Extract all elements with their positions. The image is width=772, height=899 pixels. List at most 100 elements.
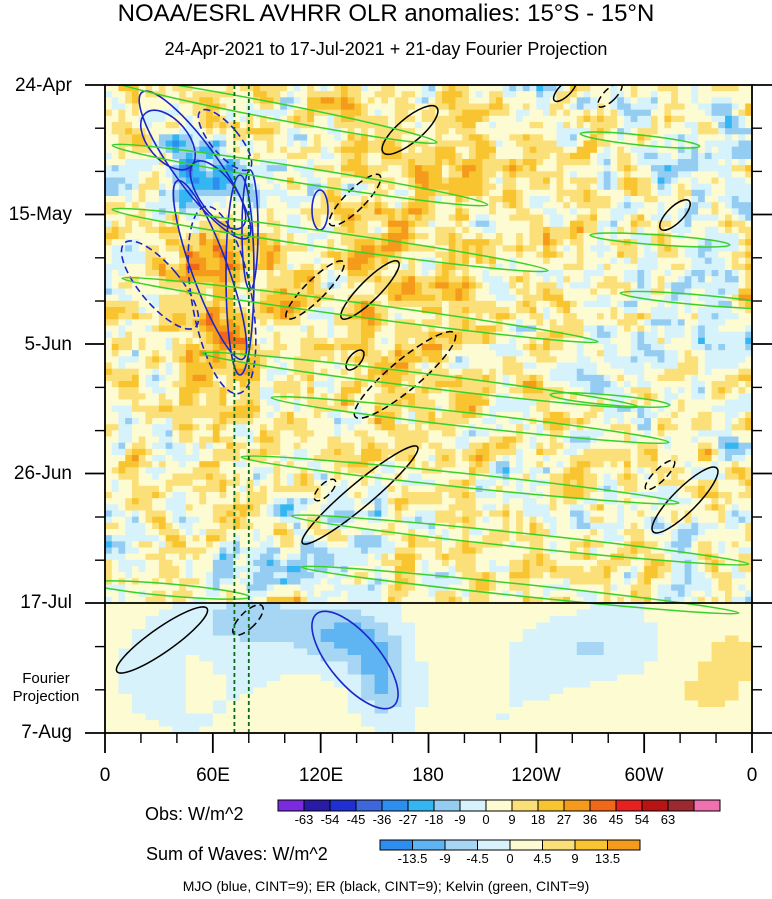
obs-cell	[206, 337, 214, 345]
obs-cell	[361, 115, 369, 123]
obs-cell	[536, 189, 544, 197]
obs-cell	[320, 270, 329, 277]
obs-cell	[307, 97, 315, 105]
obs-cell	[105, 325, 113, 333]
obs-cell	[138, 196, 147, 203]
obs-cell	[745, 288, 752, 296]
obs-cell	[374, 270, 382, 277]
obs-cell	[260, 251, 268, 259]
obs-cell	[226, 251, 234, 259]
obs-cell	[738, 214, 746, 222]
obs-cell	[158, 109, 167, 117]
obs-cell	[623, 300, 632, 308]
obs-cell	[421, 171, 430, 179]
obs-cell	[260, 239, 268, 246]
obs-cell	[610, 356, 618, 364]
obs-cell	[448, 344, 457, 351]
obs-cell	[300, 251, 308, 259]
obs-cell	[111, 368, 120, 376]
obs-cell	[711, 257, 719, 265]
obs-cell	[219, 91, 227, 98]
obs-cell	[233, 183, 241, 191]
obs-cell	[563, 189, 571, 197]
obs-cell	[421, 226, 430, 234]
chart-subtitle: 24-Apr-2021 to 17-Jul-2021 + 21-day Four…	[164, 39, 608, 59]
obs-cell	[745, 257, 752, 265]
obs-cell	[212, 294, 221, 302]
obs-cell	[374, 85, 382, 92]
obs-cell	[725, 177, 733, 185]
obs-cell	[711, 159, 719, 166]
obs-cell	[590, 202, 598, 209]
obs-cell	[408, 165, 416, 172]
obs-cell	[671, 103, 679, 111]
obs-cell	[495, 356, 504, 364]
obs-cell	[165, 233, 173, 240]
obs-cell	[361, 183, 369, 191]
obs-cell	[179, 276, 187, 283]
obs-cell	[718, 128, 726, 135]
obs-cell	[522, 245, 531, 253]
obs-cell	[516, 387, 524, 394]
obs-cell	[549, 140, 558, 148]
obs-cell	[347, 183, 355, 191]
obs-cell	[374, 257, 382, 265]
obs-cell	[307, 109, 315, 117]
obs-cell	[253, 171, 261, 179]
obs-cell	[711, 109, 719, 117]
obs-cell	[644, 97, 652, 105]
obs-cell	[388, 288, 396, 296]
obs-cell	[475, 319, 484, 327]
obs-cell	[745, 350, 752, 357]
obs-cell	[576, 381, 585, 388]
obs-cell	[273, 368, 281, 376]
obs-cell	[374, 276, 382, 283]
obs-cell	[233, 208, 241, 216]
obs-cell	[704, 368, 713, 376]
obs-cell	[596, 159, 605, 166]
obs-cell	[563, 140, 571, 148]
obs-cell	[138, 115, 147, 123]
obs-cell	[253, 91, 261, 98]
obs-cell	[233, 245, 241, 253]
obs-cell	[192, 393, 200, 401]
obs-cell	[664, 374, 672, 382]
obs-cell	[334, 146, 342, 154]
obs-cell	[105, 288, 113, 296]
obs-cell	[266, 313, 275, 320]
obs-cell	[725, 208, 733, 216]
obs-cell	[657, 115, 665, 123]
obs-cell	[677, 331, 686, 339]
obs-cell	[684, 276, 692, 283]
obs-cell	[435, 313, 443, 320]
obs-cell	[293, 214, 302, 222]
obs-cell	[415, 251, 423, 259]
obs-cell	[226, 239, 234, 246]
obs-cell	[145, 171, 153, 179]
obs-cell	[408, 331, 416, 339]
obs-cell	[468, 152, 477, 160]
obs-cell	[347, 337, 355, 345]
obs-cell	[731, 344, 740, 351]
obs-cell	[388, 220, 396, 228]
obs-cell	[273, 251, 281, 259]
obs-cell	[570, 313, 578, 320]
obs-cell	[246, 288, 254, 296]
obs-cell	[637, 300, 645, 308]
obs-cell	[623, 226, 632, 234]
obs-cell	[293, 128, 302, 135]
obs-cell	[664, 294, 672, 302]
obs-cell	[610, 140, 618, 148]
obs-cell	[428, 97, 436, 105]
obs-cell	[671, 245, 679, 253]
obs-cell	[657, 146, 665, 154]
obs-cell	[435, 381, 443, 388]
obs-cell	[603, 115, 612, 123]
obs-cell	[361, 263, 369, 271]
obs-cell	[731, 103, 740, 111]
obs-cell	[206, 239, 214, 246]
obs-cell	[300, 362, 308, 370]
obs-cell	[111, 165, 120, 172]
obs-cell	[502, 208, 510, 216]
obs-cell	[313, 128, 322, 135]
